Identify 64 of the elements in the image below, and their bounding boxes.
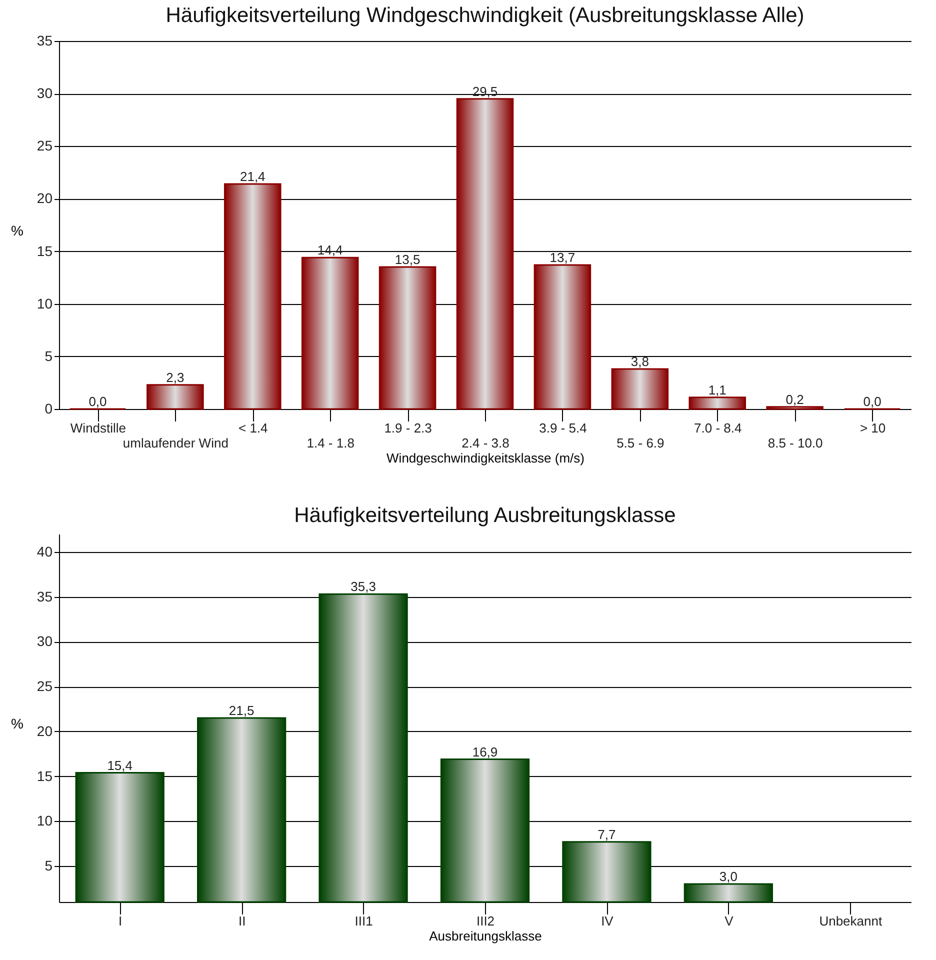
bar: [456, 98, 514, 410]
bar: [146, 384, 204, 410]
x-tick-label: 1.4 - 1.8: [306, 436, 354, 450]
y-tick-label: 30: [36, 85, 53, 102]
data-label: 16,9: [472, 744, 498, 760]
x-tick-label: 1.9 - 2.3: [384, 420, 432, 436]
chart-title: Häufigkeitsverteilung Ausbreitungsklasse: [294, 504, 676, 527]
x-tick-label: III1: [354, 914, 373, 928]
data-label: 35,3: [350, 579, 376, 594]
y-tick-label: 15: [36, 768, 53, 784]
data-label: 3,8: [630, 354, 649, 370]
x-tick-label: 7.0 - 8.4: [694, 420, 742, 436]
bar: [534, 264, 592, 410]
x-tick-label: 2.4 - 3.8: [462, 436, 510, 450]
x-tick-label: 8.5 - 10.0: [768, 436, 823, 450]
bar: [301, 256, 359, 410]
x-tick-label: umlaufender Wind: [122, 436, 228, 450]
y-tick-label: 25: [36, 138, 53, 154]
data-label: 13,5: [394, 252, 420, 268]
x-tick-label: > 10: [860, 420, 886, 436]
data-label: 1,1: [708, 382, 726, 398]
x-tick-label: Unbekannt: [819, 914, 882, 928]
y-tick-label: 20: [36, 722, 53, 739]
y-tick-label: 20: [36, 190, 53, 206]
data-label: 2,3: [166, 370, 184, 385]
y-tick-label: 30: [36, 633, 53, 650]
y-tick-label: 10: [36, 812, 53, 829]
x-tick-label: < 1.4: [238, 420, 268, 436]
y-tick-label: 40: [36, 543, 53, 560]
x-tick-label: 3.9 - 5.4: [539, 420, 587, 436]
y-tick-label: 25: [36, 678, 53, 694]
data-label: 21,4: [240, 168, 266, 184]
bar: [766, 406, 824, 410]
x-tick-label: II: [238, 914, 246, 928]
x-tick-label: I: [118, 914, 122, 928]
y-tick-label: 0: [44, 400, 53, 416]
bar: [688, 396, 746, 410]
y-tick-label: 5: [44, 858, 53, 874]
y-axis-title: %: [11, 222, 24, 238]
data-label: 0,0: [863, 394, 882, 409]
x-axis-title: Windgeschwindigkeitsklasse (m/s): [386, 450, 584, 466]
data-label: 21,5: [228, 703, 254, 718]
x-tick-label: 5.5 - 6.9: [616, 436, 664, 450]
y-tick-label: 5: [44, 348, 53, 364]
x-tick-label: Windstille: [70, 420, 126, 436]
x-axis-title: Ausbreitungsklasse: [429, 928, 542, 944]
bar: [378, 266, 436, 410]
y-tick-label: 10: [36, 295, 53, 312]
y-tick-label: 35: [36, 588, 53, 604]
y-tick-label: 35: [36, 32, 53, 48]
chart-title: Häufigkeitsverteilung Windgeschwindigkeit (Ausbreitungsklasse Alle): [166, 4, 804, 27]
data-label: 0,0: [88, 394, 107, 409]
data-label: 15,4: [107, 758, 133, 773]
x-tick-label: III2: [476, 914, 495, 928]
bar: [224, 183, 282, 410]
data-label: 13,7: [550, 250, 576, 265]
y-tick-label: 15: [36, 242, 53, 259]
data-label: 3,0: [719, 869, 738, 884]
data-label: 7,7: [598, 826, 616, 842]
y-axis-title: %: [11, 716, 24, 732]
x-tick-label: V: [724, 914, 734, 928]
x-tick-label: IV: [601, 914, 614, 928]
bar: [611, 368, 669, 410]
data-label: 0,2: [786, 392, 804, 407]
